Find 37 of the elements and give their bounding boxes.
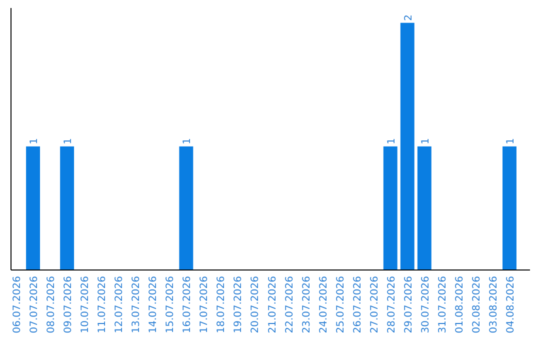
x-tick-label: 17.07.2026	[199, 276, 210, 334]
data-label: 1	[63, 138, 74, 144]
x-tick-label: 03.08.2026	[488, 276, 500, 334]
x-tick-label: 26.07.2026	[352, 276, 364, 334]
data-label: 1	[386, 138, 398, 144]
x-tick-label: 02.08.2026	[471, 276, 482, 334]
x-tick-label: 15.07.2026	[165, 276, 176, 334]
x-tick-label: 22.07.2026	[284, 276, 296, 334]
x-tick-label: 01.08.2026	[454, 276, 466, 334]
x-tick-label: 24.07.2026	[318, 276, 330, 334]
data-label: 1	[29, 138, 40, 144]
x-tick-label: 27.07.2026	[369, 276, 380, 334]
data-label: 2	[403, 14, 414, 21]
data-label: 1	[420, 138, 432, 144]
x-tick-label: 07.07.2026	[29, 276, 40, 334]
x-tick-label: 25.07.2026	[335, 276, 346, 334]
x-tick-label: 19.07.2026	[233, 276, 244, 334]
data-label: 1	[505, 138, 516, 144]
x-tick-label: 29.07.2026	[403, 276, 414, 334]
x-tick-label: 11.07.2026	[97, 276, 108, 334]
x-tick-label: 31.07.2026	[437, 276, 448, 334]
x-tick-label: 09.07.2026	[63, 276, 74, 334]
x-tick-label: 20.07.2026	[250, 276, 262, 334]
x-tick-label: 06.07.2026	[12, 276, 24, 334]
x-tick-label: 08.07.2026	[46, 276, 58, 334]
x-tick-label: 12.07.2026	[114, 276, 126, 334]
x-tick-label: 10.07.2026	[80, 276, 92, 334]
x-tick-label: 28.07.2026	[386, 276, 398, 334]
x-tick-label: 04.08.2026	[505, 276, 516, 334]
x-tick-label: 13.07.2026	[131, 276, 142, 334]
x-tick-label: 16.07.2026	[182, 276, 194, 334]
x-tick-label: 14.07.2026	[148, 276, 160, 334]
x-tick-label: 23.07.2026	[301, 276, 312, 334]
x-tick-label: 21.07.2026	[267, 276, 278, 334]
data-label: 1	[182, 138, 194, 144]
x-tick-label: 18.07.2026	[216, 276, 228, 334]
x-tick-label: 30.07.2026	[420, 276, 432, 334]
